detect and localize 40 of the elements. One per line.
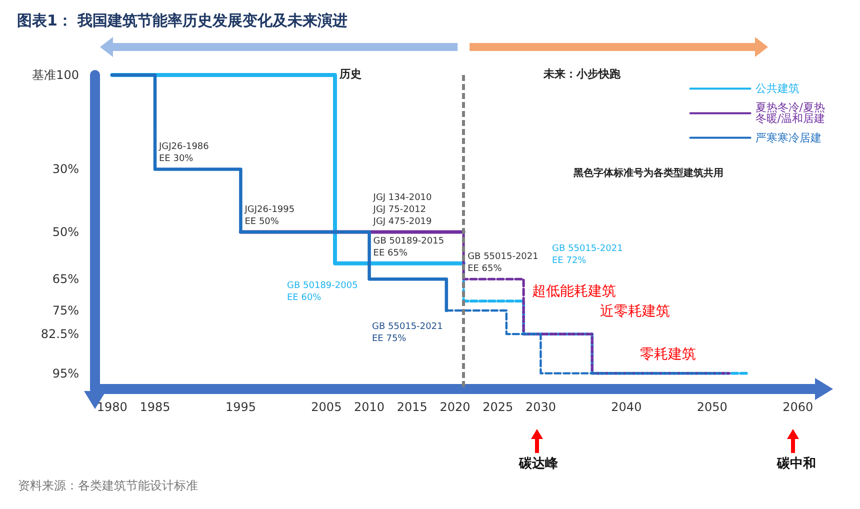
x-tick-label: 2060 [782, 400, 814, 414]
x-tick-label: 2040 [611, 400, 642, 414]
annotation: GB 50189-2015 EE 65% [373, 236, 444, 258]
text: 资料来源：各类建筑节能设计标准 [18, 478, 198, 492]
y-tick-label: 65% [52, 272, 79, 286]
x-tick-label: 1995 [225, 400, 256, 414]
y-tick-label: 基准100 [32, 68, 79, 82]
text: 严寒寒冷居建 [755, 131, 822, 144]
annotation: JGJ 134-2010 JGJ 75-2012 JGJ 475-2019 [372, 193, 432, 227]
y-tick-label: 30% [52, 162, 79, 176]
annotation: 历史 [338, 68, 362, 80]
text: 公共建筑 [755, 82, 800, 96]
annotation: GB 55015-2021 EE 72% [552, 244, 623, 266]
annotation: 未来：小步快跑 [542, 68, 622, 80]
text: 碳中和 [776, 456, 816, 472]
annotation: GB 55015-2021 EE 65% [468, 252, 538, 274]
x-tick-label: 2030 [525, 400, 556, 414]
x-tick-label: 2015 [396, 400, 428, 414]
annotation: JGJ26-1995 EE 50% [244, 205, 295, 227]
x-tick-label: 2050 [696, 400, 728, 414]
annotation: 零耗建筑 [640, 346, 696, 362]
text: 夏热冬冷/夏热冬暖/温和居建 [755, 101, 826, 126]
annotation: JGJ26-1986 EE 30% [158, 142, 210, 164]
annotation: 黑色字体标准号为各类型建筑共用 [572, 167, 724, 179]
x-tick-label: 1980 [96, 400, 128, 414]
y-tick-label: 82.5% [40, 327, 79, 342]
text: 碳达峰 [518, 456, 559, 472]
x-tick-label: 2010 [354, 400, 385, 414]
annotation: GB 50189-2005 EE 60% [287, 281, 358, 303]
x-tick-label: 2020 [440, 400, 470, 414]
chart-title: 图表1： 我国建筑节能率历史发展变化及未来演进 [17, 12, 348, 30]
annotation: 超低能耗建筑 [532, 284, 616, 300]
x-tick-label: 2005 [311, 400, 342, 414]
x-tick-label: 1985 [140, 400, 170, 414]
annotation: 近零耗建筑 [600, 304, 670, 320]
y-tick-label: 95% [52, 366, 79, 380]
y-tick-label: 50% [52, 225, 79, 239]
annotation: GB 55015-2021 EE 75% [372, 322, 443, 344]
x-tick-label: 2025 [482, 400, 514, 414]
y-tick-label: 75% [52, 304, 79, 318]
